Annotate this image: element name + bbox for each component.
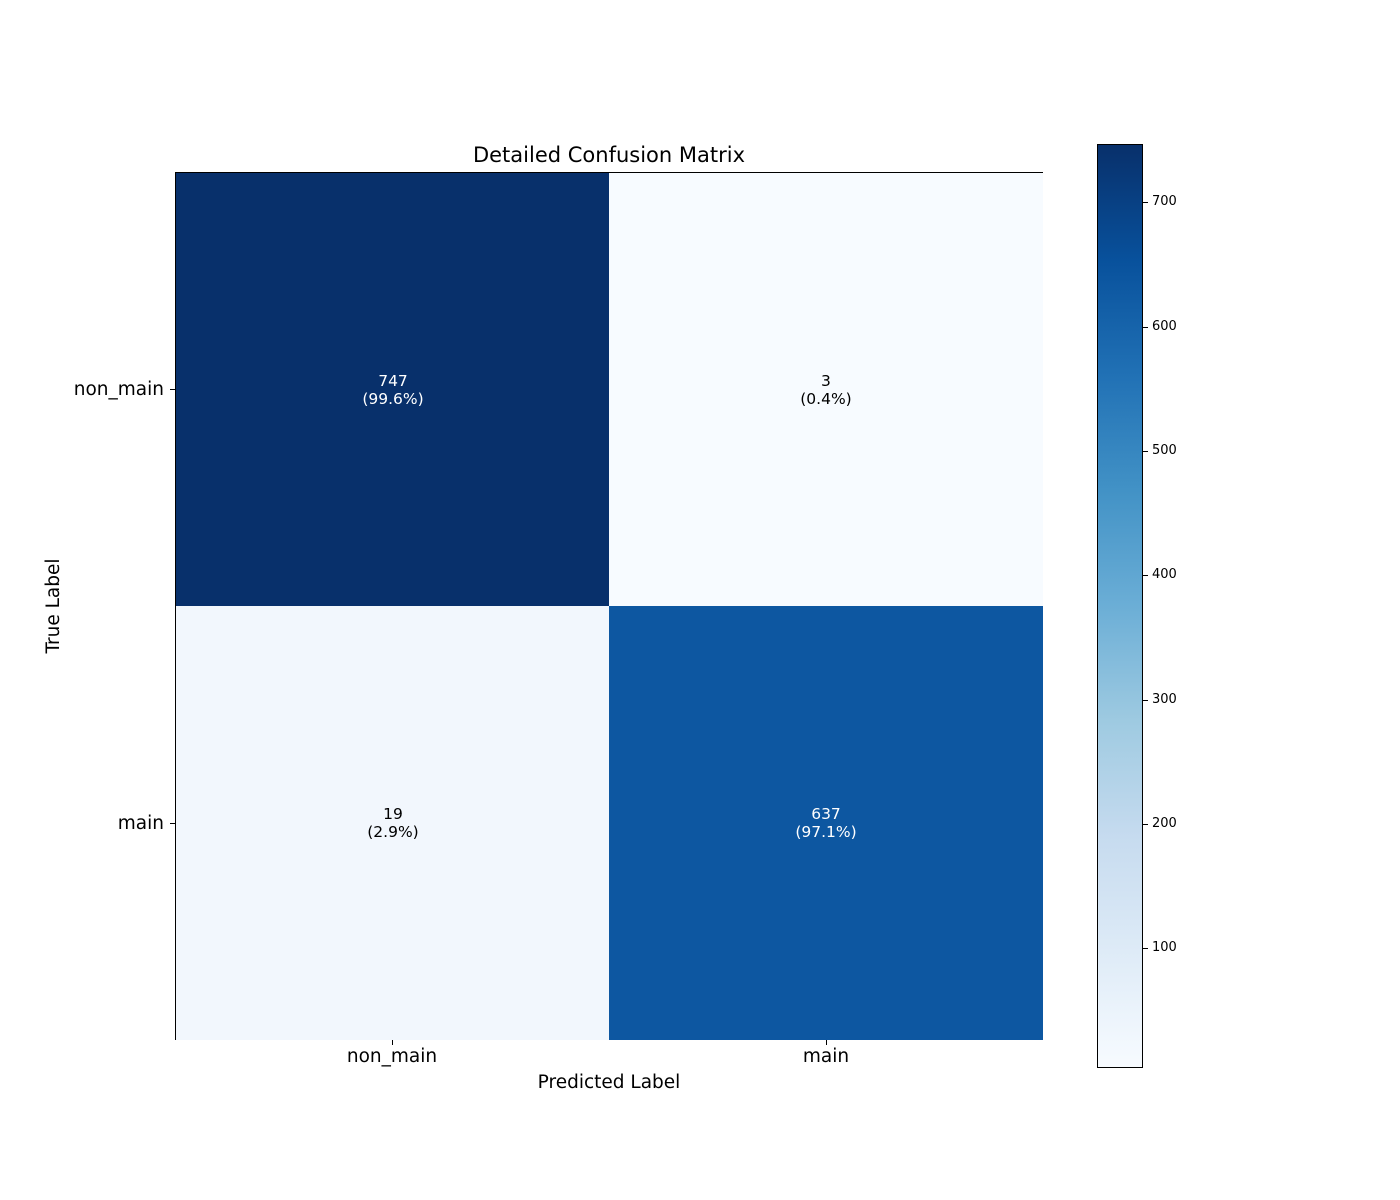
matrix-cell-true-non-main-pred-main: 3 (0.4%) (609, 173, 1043, 607)
colorbar-tick (1143, 451, 1148, 452)
matrix-cell-true-main-pred-non-main: 19 (2.9%) (176, 606, 610, 1040)
cell-percent: (99.6%) (362, 390, 424, 408)
x-axis-label: Predicted Label (537, 1072, 681, 1093)
colorbar-tick (1143, 575, 1148, 576)
colorbar-tick-label: 600 (1152, 319, 1177, 334)
colorbar-tick-label: 500 (1152, 443, 1177, 458)
chart-title: Detailed Confusion Matrix (472, 143, 746, 167)
colorbar-tick (1143, 824, 1148, 825)
cell-count: 637 (811, 805, 841, 823)
cell-count: 19 (383, 805, 403, 823)
y-axis-label: True Label (43, 558, 64, 654)
colorbar (1097, 144, 1143, 1068)
matrix-cell-true-main-pred-main: 637 (97.1%) (609, 606, 1043, 1040)
colorbar-tick (1143, 202, 1148, 203)
colorbar-tick (1143, 327, 1148, 328)
y-tick-mark (170, 823, 175, 824)
matrix-cell-true-non-main-pred-non-main: 747 (99.6%) (176, 173, 610, 607)
x-tick-label-non-main: non_main (346, 1046, 438, 1067)
colorbar-tick-label: 100 (1152, 940, 1177, 955)
colorbar-tick (1143, 948, 1148, 949)
x-tick-mark (392, 1040, 393, 1045)
colorbar-tick-label: 200 (1152, 816, 1177, 831)
cell-count: 747 (378, 372, 408, 390)
x-tick-mark (826, 1040, 827, 1045)
y-tick-label-main: main (117, 813, 164, 834)
cell-percent: (2.9%) (367, 823, 419, 841)
cell-percent: (0.4%) (800, 390, 852, 408)
colorbar-tick (1143, 700, 1148, 701)
colorbar-tick-label: 700 (1152, 194, 1177, 209)
y-tick-label-non-main: non_main (73, 379, 164, 400)
y-tick-mark (170, 389, 175, 390)
cell-percent: (97.1%) (795, 823, 857, 841)
x-tick-label-main: main (802, 1046, 850, 1067)
cell-count: 3 (821, 372, 831, 390)
confusion-matrix-plot: 747 (99.6%) 3 (0.4%) 19 (2.9%) 637 (97.1%) (175, 172, 1043, 1040)
colorbar-tick-label: 300 (1152, 692, 1177, 707)
colorbar-tick-label: 400 (1152, 567, 1177, 582)
